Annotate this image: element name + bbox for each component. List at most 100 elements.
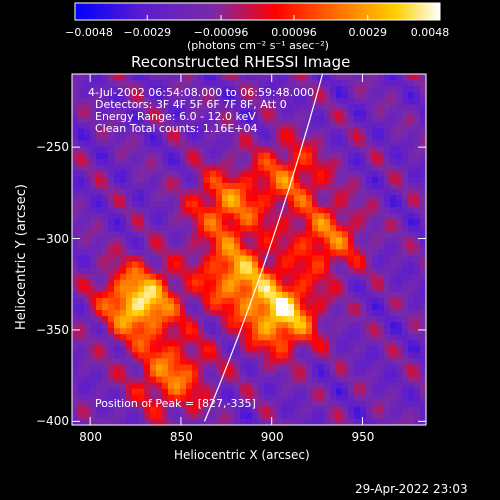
heatmap-cell: [384, 219, 391, 226]
heatmap-cell: [252, 219, 259, 226]
heatmap-cell: [120, 146, 127, 154]
heatmap-cell: [282, 170, 289, 178]
heatmap-cell: [354, 394, 361, 402]
heatmap-cell: [288, 291, 295, 299]
heatmap-cell: [390, 303, 397, 311]
heatmap-cell: [378, 316, 385, 323]
heatmap-cell: [204, 291, 211, 299]
heatmap-cell: [96, 207, 103, 214]
heatmap-cell: [372, 92, 379, 99]
heatmap-cell: [288, 201, 295, 208]
heatmap-cell: [258, 382, 265, 390]
heatmap-cell: [270, 110, 277, 117]
heatmap-cell: [156, 358, 163, 366]
heatmap-cell: [138, 92, 145, 99]
heatmap-cell: [414, 80, 421, 87]
heatmap-cell: [414, 406, 421, 414]
heatmap-cell: [138, 285, 145, 293]
heatmap-cell: [234, 255, 241, 263]
heatmap-cell: [402, 134, 409, 142]
heatmap-cell: [252, 98, 259, 105]
heatmap-cell: [186, 231, 193, 238]
heatmap-cell: [288, 158, 295, 166]
heatmap-cell: [288, 195, 295, 202]
heatmap-cell: [144, 322, 151, 329]
heatmap-cell: [120, 219, 127, 226]
heatmap-cell: [102, 182, 109, 190]
heatmap-cell: [90, 98, 97, 105]
heatmap-cell: [312, 188, 319, 196]
heatmap-cell: [150, 92, 157, 99]
heatmap-cell: [186, 164, 193, 172]
heatmap-cell: [420, 364, 427, 372]
heatmap-cell: [258, 86, 265, 93]
heatmap-cell: [324, 170, 331, 178]
heatmap-cell: [150, 310, 157, 317]
heatmap-cell: [396, 92, 403, 99]
heatmap-cell: [180, 388, 187, 396]
heatmap-cell: [312, 92, 319, 99]
heatmap-cell: [216, 158, 223, 166]
heatmap-cell: [402, 249, 409, 257]
heatmap-cell: [276, 340, 283, 347]
heatmap-cell: [414, 382, 421, 390]
heatmap-cell: [126, 310, 133, 317]
heatmap-cell: [150, 273, 157, 281]
heatmap-cell: [336, 104, 343, 111]
heatmap-cell: [324, 412, 331, 420]
heatmap-cell: [330, 98, 337, 105]
heatmap-cell: [78, 364, 85, 372]
heatmap-cell: [222, 104, 229, 111]
heatmap-cell: [198, 158, 205, 166]
heatmap-cell: [342, 74, 349, 81]
heatmap-cell: [78, 122, 85, 130]
heatmap-cell: [96, 406, 103, 414]
heatmap-cell: [120, 273, 127, 281]
heatmap-cell: [168, 122, 175, 130]
heatmap-cell: [318, 92, 325, 99]
heatmap-cell: [300, 406, 307, 414]
heatmap-cell: [240, 128, 247, 136]
heatmap-cell: [138, 188, 145, 196]
heatmap-cell: [402, 231, 409, 238]
heatmap-cell: [114, 152, 121, 160]
heatmap-cell: [420, 92, 427, 99]
heatmap-cell: [306, 207, 313, 214]
heatmap-cell: [300, 310, 307, 317]
heatmap-cell: [144, 394, 151, 402]
heatmap-cell: [408, 358, 415, 366]
heatmap-cell: [264, 364, 271, 372]
heatmap-cell: [414, 316, 421, 323]
heatmap-cell: [336, 92, 343, 99]
heatmap-cell: [330, 261, 337, 269]
heatmap-cell: [210, 340, 217, 347]
heatmap-cell: [186, 334, 193, 341]
heatmap-cell: [288, 213, 295, 220]
heatmap-cell: [318, 134, 325, 142]
heatmap-cell: [150, 201, 157, 208]
heatmap-cell: [258, 249, 265, 257]
heatmap-cell: [276, 406, 283, 414]
heatmap-cell: [258, 122, 265, 130]
heatmap-cell: [84, 152, 91, 160]
heatmap-cell: [90, 74, 97, 81]
heatmap-cell: [72, 316, 79, 323]
heatmap-cell: [144, 340, 151, 347]
heatmap-cell: [132, 104, 139, 111]
heatmap-cell: [348, 243, 355, 251]
heatmap-cell: [390, 182, 397, 190]
heatmap-cell: [222, 261, 229, 269]
heatmap-cell: [96, 122, 103, 130]
heatmap-cell: [402, 412, 409, 420]
heatmap-cell: [348, 352, 355, 360]
heatmap-cell: [192, 152, 199, 160]
heatmap-cell: [198, 201, 205, 208]
heatmap-cell: [264, 376, 271, 384]
heatmap-cell: [162, 80, 169, 87]
heatmap-cell: [354, 231, 361, 238]
heatmap-cell: [156, 201, 163, 208]
heatmap-cell: [174, 346, 181, 353]
heatmap-cell: [216, 310, 223, 317]
heatmap-cell: [342, 80, 349, 87]
heatmap-cell: [150, 285, 157, 293]
